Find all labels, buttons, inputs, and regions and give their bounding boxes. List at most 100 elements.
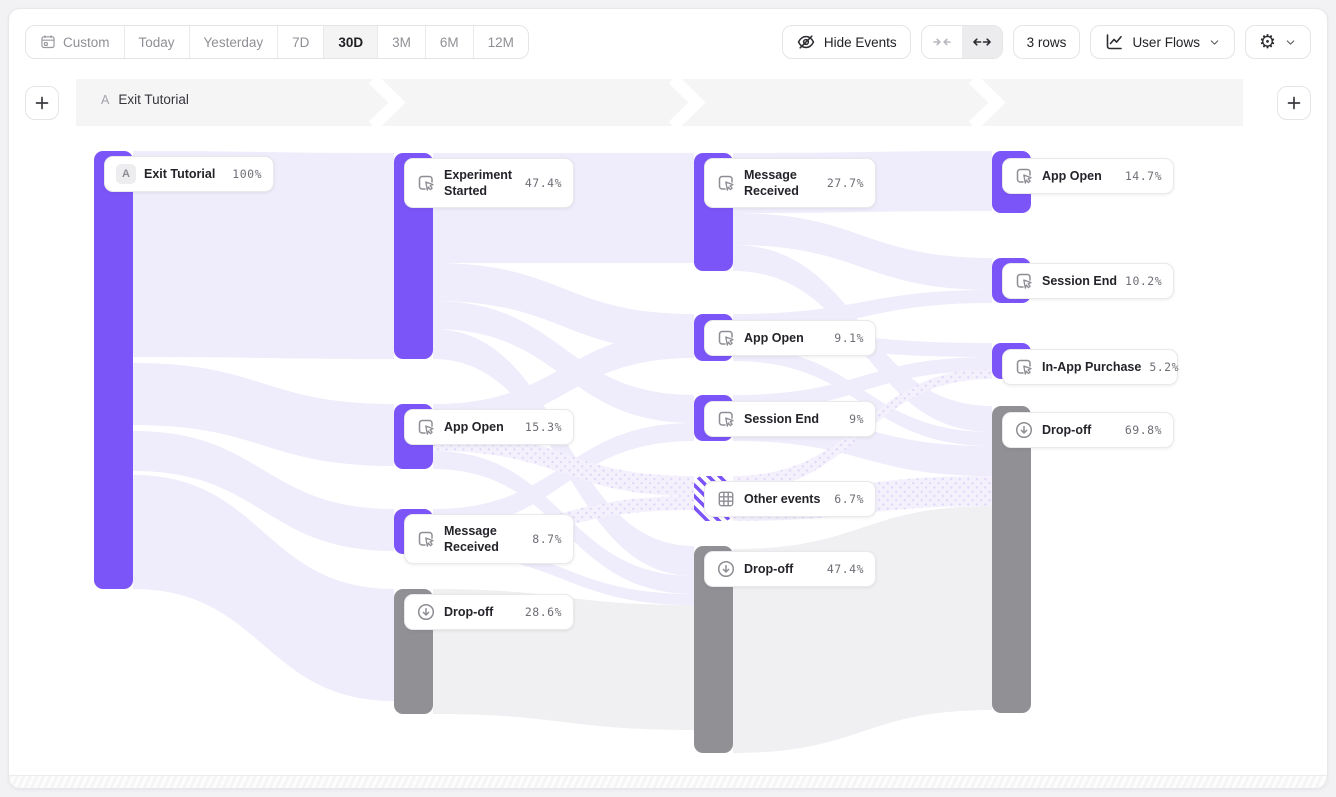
flow-node-card[interactable]: App Open 14.7%: [1002, 158, 1174, 194]
node-percentage: 47.4%: [826, 562, 864, 576]
date-range-today[interactable]: Today: [125, 26, 190, 58]
date-range-7d[interactable]: 7D: [278, 26, 325, 58]
node-name: Other events: [744, 491, 821, 506]
node-name: App Open: [744, 330, 804, 345]
expand-collapse-control: [920, 25, 1003, 59]
view-selector-dropdown[interactable]: User Flows: [1090, 25, 1235, 59]
flow-link[interactable]: [133, 475, 394, 701]
date-range-12m[interactable]: 12M: [474, 26, 528, 58]
flow-link[interactable]: [733, 357, 992, 411]
node-name: In-App Purchase: [1042, 359, 1142, 374]
event-cursor-icon: [718, 330, 734, 346]
flow-link[interactable]: [433, 423, 694, 529]
arrows-outward-icon: [972, 38, 991, 46]
flow-step-separator: [969, 79, 1006, 126]
flow-step-header: A Exit Tutorial: [25, 79, 1311, 126]
toolbar-right: Hide Events 3 rows: [781, 25, 1311, 59]
node-percentage: 27.7%: [826, 176, 864, 190]
node-percentage: 9.1%: [834, 331, 864, 345]
flow-link[interactable]: [733, 506, 992, 753]
expand-columns-button[interactable]: [961, 26, 1002, 58]
add-step-left-button[interactable]: [25, 86, 59, 120]
node-name: Drop-off: [744, 561, 794, 576]
node-percentage: 47.4%: [524, 176, 562, 190]
plus-icon: [1287, 96, 1301, 110]
flow-node-card[interactable]: Drop-off 69.8%: [1002, 412, 1174, 448]
gear-icon: ⚙: [1258, 30, 1276, 53]
event-cursor-icon: [718, 411, 734, 427]
node-percentage: 5.2%: [1149, 360, 1180, 374]
flow-node-bar[interactable]: [94, 151, 133, 589]
calendar-icon: [41, 35, 55, 49]
flow-link[interactable]: [433, 431, 694, 496]
date-range-label: 6M: [439, 34, 459, 50]
flow-node-bar[interactable]: [992, 406, 1031, 713]
flow-node-card[interactable]: Message Received 8.7%: [404, 514, 574, 564]
date-range-label: 12M: [487, 34, 514, 50]
event-cursor-icon: [418, 419, 434, 435]
flow-step-band[interactable]: A Exit Tutorial: [76, 79, 1243, 126]
flow-diagram-canvas: A Exit Tutorial 100% Experiment Started 47.4…: [9, 9, 1327, 788]
date-range-30d[interactable]: 30D: [324, 26, 379, 58]
grid-icon: [718, 491, 734, 507]
node-name: Exit Tutorial: [144, 166, 216, 181]
node-percentage: 6.7%: [834, 492, 864, 506]
app-card: A Exit Tutorial 100% Experiment Started 47.4…: [8, 8, 1328, 789]
flow-node-card[interactable]: App Open 15.3%: [404, 409, 574, 445]
chevron-down-icon: [1286, 39, 1295, 45]
node-percentage: 69.8%: [1124, 423, 1162, 437]
flow-step-separator: [669, 79, 706, 126]
node-percentage: 28.6%: [524, 605, 562, 619]
settings-dropdown[interactable]: ⚙: [1244, 25, 1311, 59]
horizontal-scrollbar-track[interactable]: [9, 775, 1327, 788]
hide-events-label: Hide Events: [823, 34, 897, 50]
date-range-yesterday[interactable]: Yesterday: [190, 26, 279, 58]
date-range-3m[interactable]: 3M: [378, 26, 426, 58]
flow-node-card[interactable]: Session End 9%: [704, 401, 876, 437]
event-cursor-icon: [418, 175, 434, 191]
flow-node-card[interactable]: Other events 6.7%: [704, 481, 876, 517]
line-chart-icon: [1107, 34, 1123, 50]
step-letter: A: [101, 93, 110, 107]
flow-node-card[interactable]: Drop-off 47.4%: [704, 551, 876, 587]
date-range-label: 7D: [292, 34, 310, 50]
flow-link[interactable]: [433, 263, 694, 352]
flow-link[interactable]: [133, 363, 394, 466]
node-name: Experiment Started: [444, 167, 513, 198]
flow-link[interactable]: [433, 329, 694, 576]
step-letter-badge: A: [116, 164, 136, 184]
node-name: Session End: [744, 411, 820, 426]
flow-link[interactable]: [133, 431, 394, 551]
flow-node-card[interactable]: A Exit Tutorial 100%: [104, 156, 274, 192]
date-range-custom[interactable]: Custom: [26, 26, 125, 58]
collapse-columns-button[interactable]: [922, 26, 962, 58]
flow-node-card[interactable]: Experiment Started 47.4%: [404, 158, 574, 208]
event-cursor-icon: [1016, 168, 1032, 184]
node-name: Session End: [1042, 273, 1118, 288]
flow-link[interactable]: [433, 331, 694, 431]
date-range-label: 30D: [338, 34, 364, 50]
plus-icon: [35, 96, 49, 110]
node-percentage: 10.2%: [1125, 274, 1163, 288]
date-range-6m[interactable]: 6M: [426, 26, 474, 58]
flow-link[interactable]: [133, 151, 394, 359]
flow-node-card[interactable]: Message Received 27.7%: [704, 158, 876, 208]
flow-link[interactable]: [733, 213, 992, 290]
step-title: Exit Tutorial: [118, 92, 189, 107]
flow-step-separator: [369, 79, 406, 126]
event-cursor-icon: [1016, 359, 1032, 375]
node-name: Message Received: [744, 167, 799, 198]
add-step-right-button[interactable]: [1277, 86, 1311, 120]
rows-count-button[interactable]: 3 rows: [1012, 25, 1081, 59]
drop-off-icon: [1015, 421, 1033, 439]
hide-events-button[interactable]: Hide Events: [781, 25, 911, 59]
flow-node-card[interactable]: Session End 10.2%: [1002, 263, 1174, 299]
flow-node-card[interactable]: Drop-off 28.6%: [404, 594, 574, 630]
flow-node-card[interactable]: In-App Purchase 5.2%: [1002, 349, 1180, 385]
event-cursor-icon: [718, 175, 734, 191]
event-cursor-icon: [1016, 273, 1032, 289]
toolbar: Custom Today Yesterday 7D 30D 3M 6M 12M Hide Ev…: [25, 25, 1311, 59]
flow-link[interactable]: [733, 347, 992, 446]
flow-link[interactable]: [433, 301, 694, 423]
flow-node-card[interactable]: App Open 9.1%: [704, 320, 876, 356]
